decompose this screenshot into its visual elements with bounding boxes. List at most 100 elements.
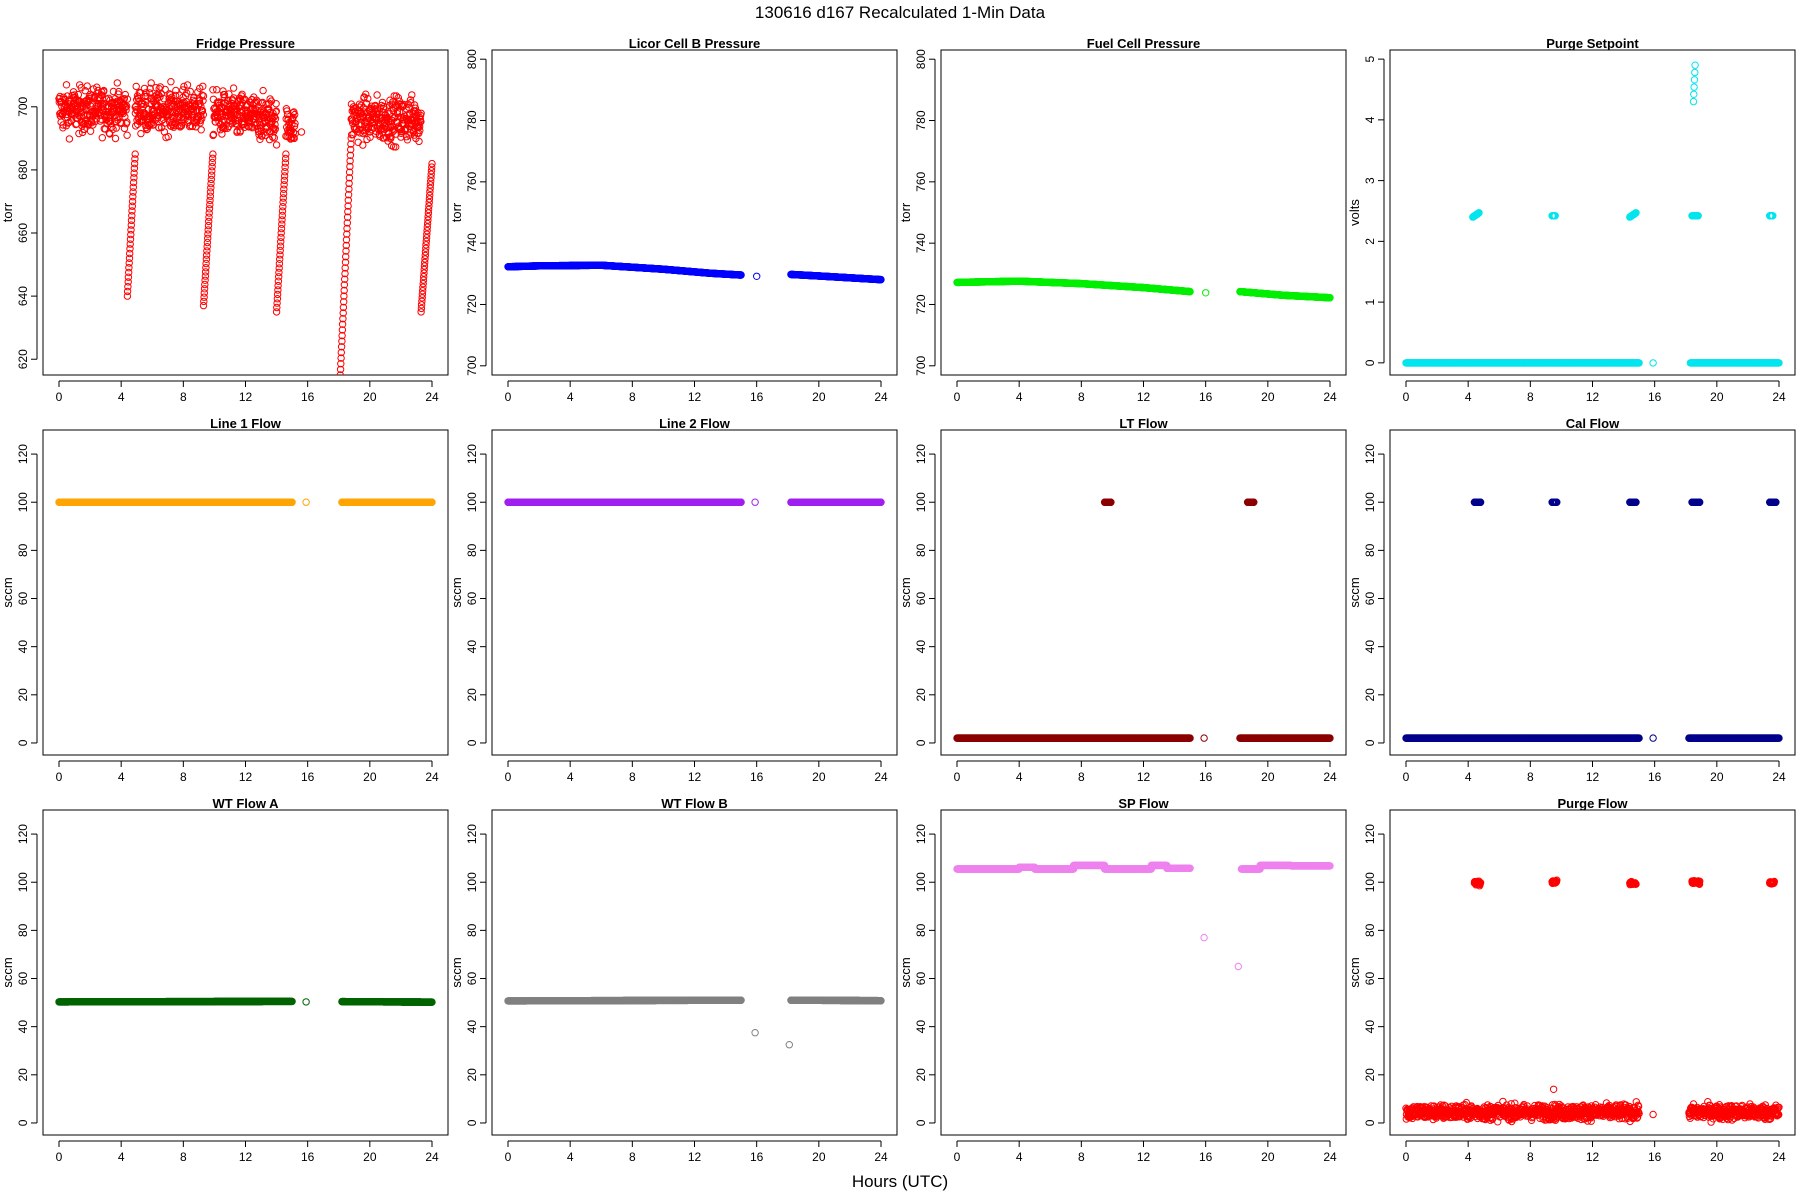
data-point [417,117,425,126]
data-point [176,123,184,131]
data-point [408,91,416,99]
data-point [204,226,212,234]
data-point [81,87,89,95]
data-point [342,253,350,261]
data-point [417,304,426,313]
chart-title: Purge Setpoint [1546,36,1639,51]
data-point [277,229,285,237]
data-point [201,280,209,289]
data-point [275,264,283,272]
data-point [200,297,208,306]
data-point [290,122,299,130]
data-points [504,261,885,284]
data-point [345,185,353,193]
data-point [340,286,348,295]
x-tick-label: 0 [56,390,63,404]
data-point [207,184,215,192]
data-point [161,119,169,127]
plot-frame [940,49,1347,376]
data-point [362,90,370,98]
x-tick-label: 16 [1199,390,1213,404]
x-tick-label: 4 [1016,390,1023,404]
y-tick-label: 4 [1363,116,1377,123]
y-tick-label: 700 [16,96,30,116]
data-point [203,247,211,255]
data-point [424,209,433,217]
data-point [1694,212,1702,220]
data-point [124,278,132,286]
data-point [1635,359,1643,367]
data-point [427,174,435,182]
data-point [137,129,145,138]
data-point [207,179,215,188]
figure-title: 130616 d167 Recalculated 1-Min Data [755,3,1046,22]
data-point [273,290,282,299]
x-tick-label: 8 [1078,390,1085,404]
data-point [201,276,209,284]
data-point [233,127,241,135]
data-point [279,198,287,207]
data-point [65,135,74,143]
data-point [276,242,285,250]
y-axis-label: torr [0,202,15,222]
data-point [342,241,350,250]
data-point [111,134,120,143]
data-point [1632,209,1640,217]
data-point [422,244,430,253]
data-point [347,134,355,143]
x-tick-label: 4 [567,390,574,404]
data-point [425,198,433,207]
data-point [87,119,96,127]
data-point [272,100,280,108]
data-point [130,164,139,173]
y-tick-label: 700 [914,355,928,375]
data-point [198,91,206,99]
data-point [123,118,131,126]
data-point [343,230,351,238]
plot-frame [42,49,449,376]
y-tick-label: 0 [1363,359,1377,366]
data-point [373,91,381,99]
data-point [125,268,133,277]
data-point [877,275,885,284]
data-point [129,183,138,192]
x-tick-label: 12 [1586,390,1600,404]
data-point [419,279,427,288]
data-point [125,254,134,262]
y-tick-label: 740 [465,233,479,253]
data-point [206,200,214,209]
data-point [183,89,191,97]
x-tick-label: 16 [301,390,315,404]
data-point [200,285,209,293]
x-tick-label: 8 [1527,390,1534,404]
data-point [130,159,139,168]
data-point [258,132,266,140]
data-point [346,151,355,160]
data-point [203,238,212,247]
data-point [208,163,216,171]
data-point [277,238,285,246]
data-point [146,89,154,97]
data-point [202,264,210,272]
data-point [1690,76,1699,84]
data-point [271,125,279,133]
data-point [425,202,433,210]
chart-title: Line 1 Flow [210,416,282,431]
plot-frame [1389,49,1796,376]
x-tick-label: 12 [239,390,253,404]
data-point [122,102,131,110]
data-point [197,126,205,134]
y-tick-label: 720 [914,294,928,314]
data-point [338,331,346,340]
data-point [155,124,163,132]
data-point [423,223,431,231]
data-point [229,84,238,92]
plot-frame [42,429,449,756]
data-point [156,93,164,101]
data-point [278,216,286,224]
data-point [205,205,214,213]
